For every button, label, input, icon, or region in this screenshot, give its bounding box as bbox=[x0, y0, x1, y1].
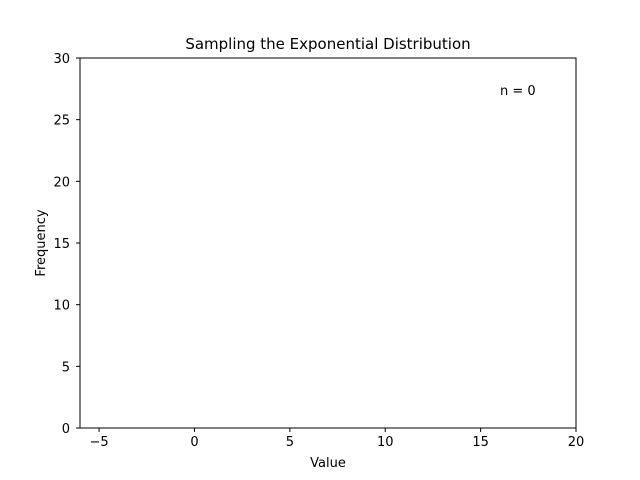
x-axis-label: Value bbox=[310, 456, 346, 471]
y-tick-label: 0 bbox=[62, 422, 70, 437]
y-tick-label: 20 bbox=[53, 175, 70, 190]
x-tick-label: 15 bbox=[472, 435, 489, 450]
y-axis-ticks: 0 5 10 15 20 25 30 bbox=[53, 52, 80, 437]
x-tick-label: 20 bbox=[568, 435, 585, 450]
x-tick-label: −5 bbox=[89, 435, 108, 450]
y-tick-label: 30 bbox=[53, 52, 70, 67]
y-tick-label: 15 bbox=[53, 237, 70, 252]
axes-frame bbox=[79, 57, 577, 429]
y-tick-label: 25 bbox=[53, 114, 70, 129]
plot-area bbox=[80, 58, 576, 428]
y-tick-label: 10 bbox=[53, 299, 70, 314]
y-tick-label: 5 bbox=[62, 360, 70, 375]
x-tick-label: 0 bbox=[190, 435, 198, 450]
x-tick-label: 10 bbox=[377, 435, 394, 450]
x-axis-ticks: −5 0 5 10 15 20 bbox=[89, 428, 584, 450]
x-tick-label: 5 bbox=[286, 435, 294, 450]
y-axis-label: Frequency bbox=[34, 209, 49, 276]
chart-title: Sampling the Exponential Distribution bbox=[185, 35, 470, 53]
sample-count-annotation: n = 0 bbox=[500, 84, 536, 99]
